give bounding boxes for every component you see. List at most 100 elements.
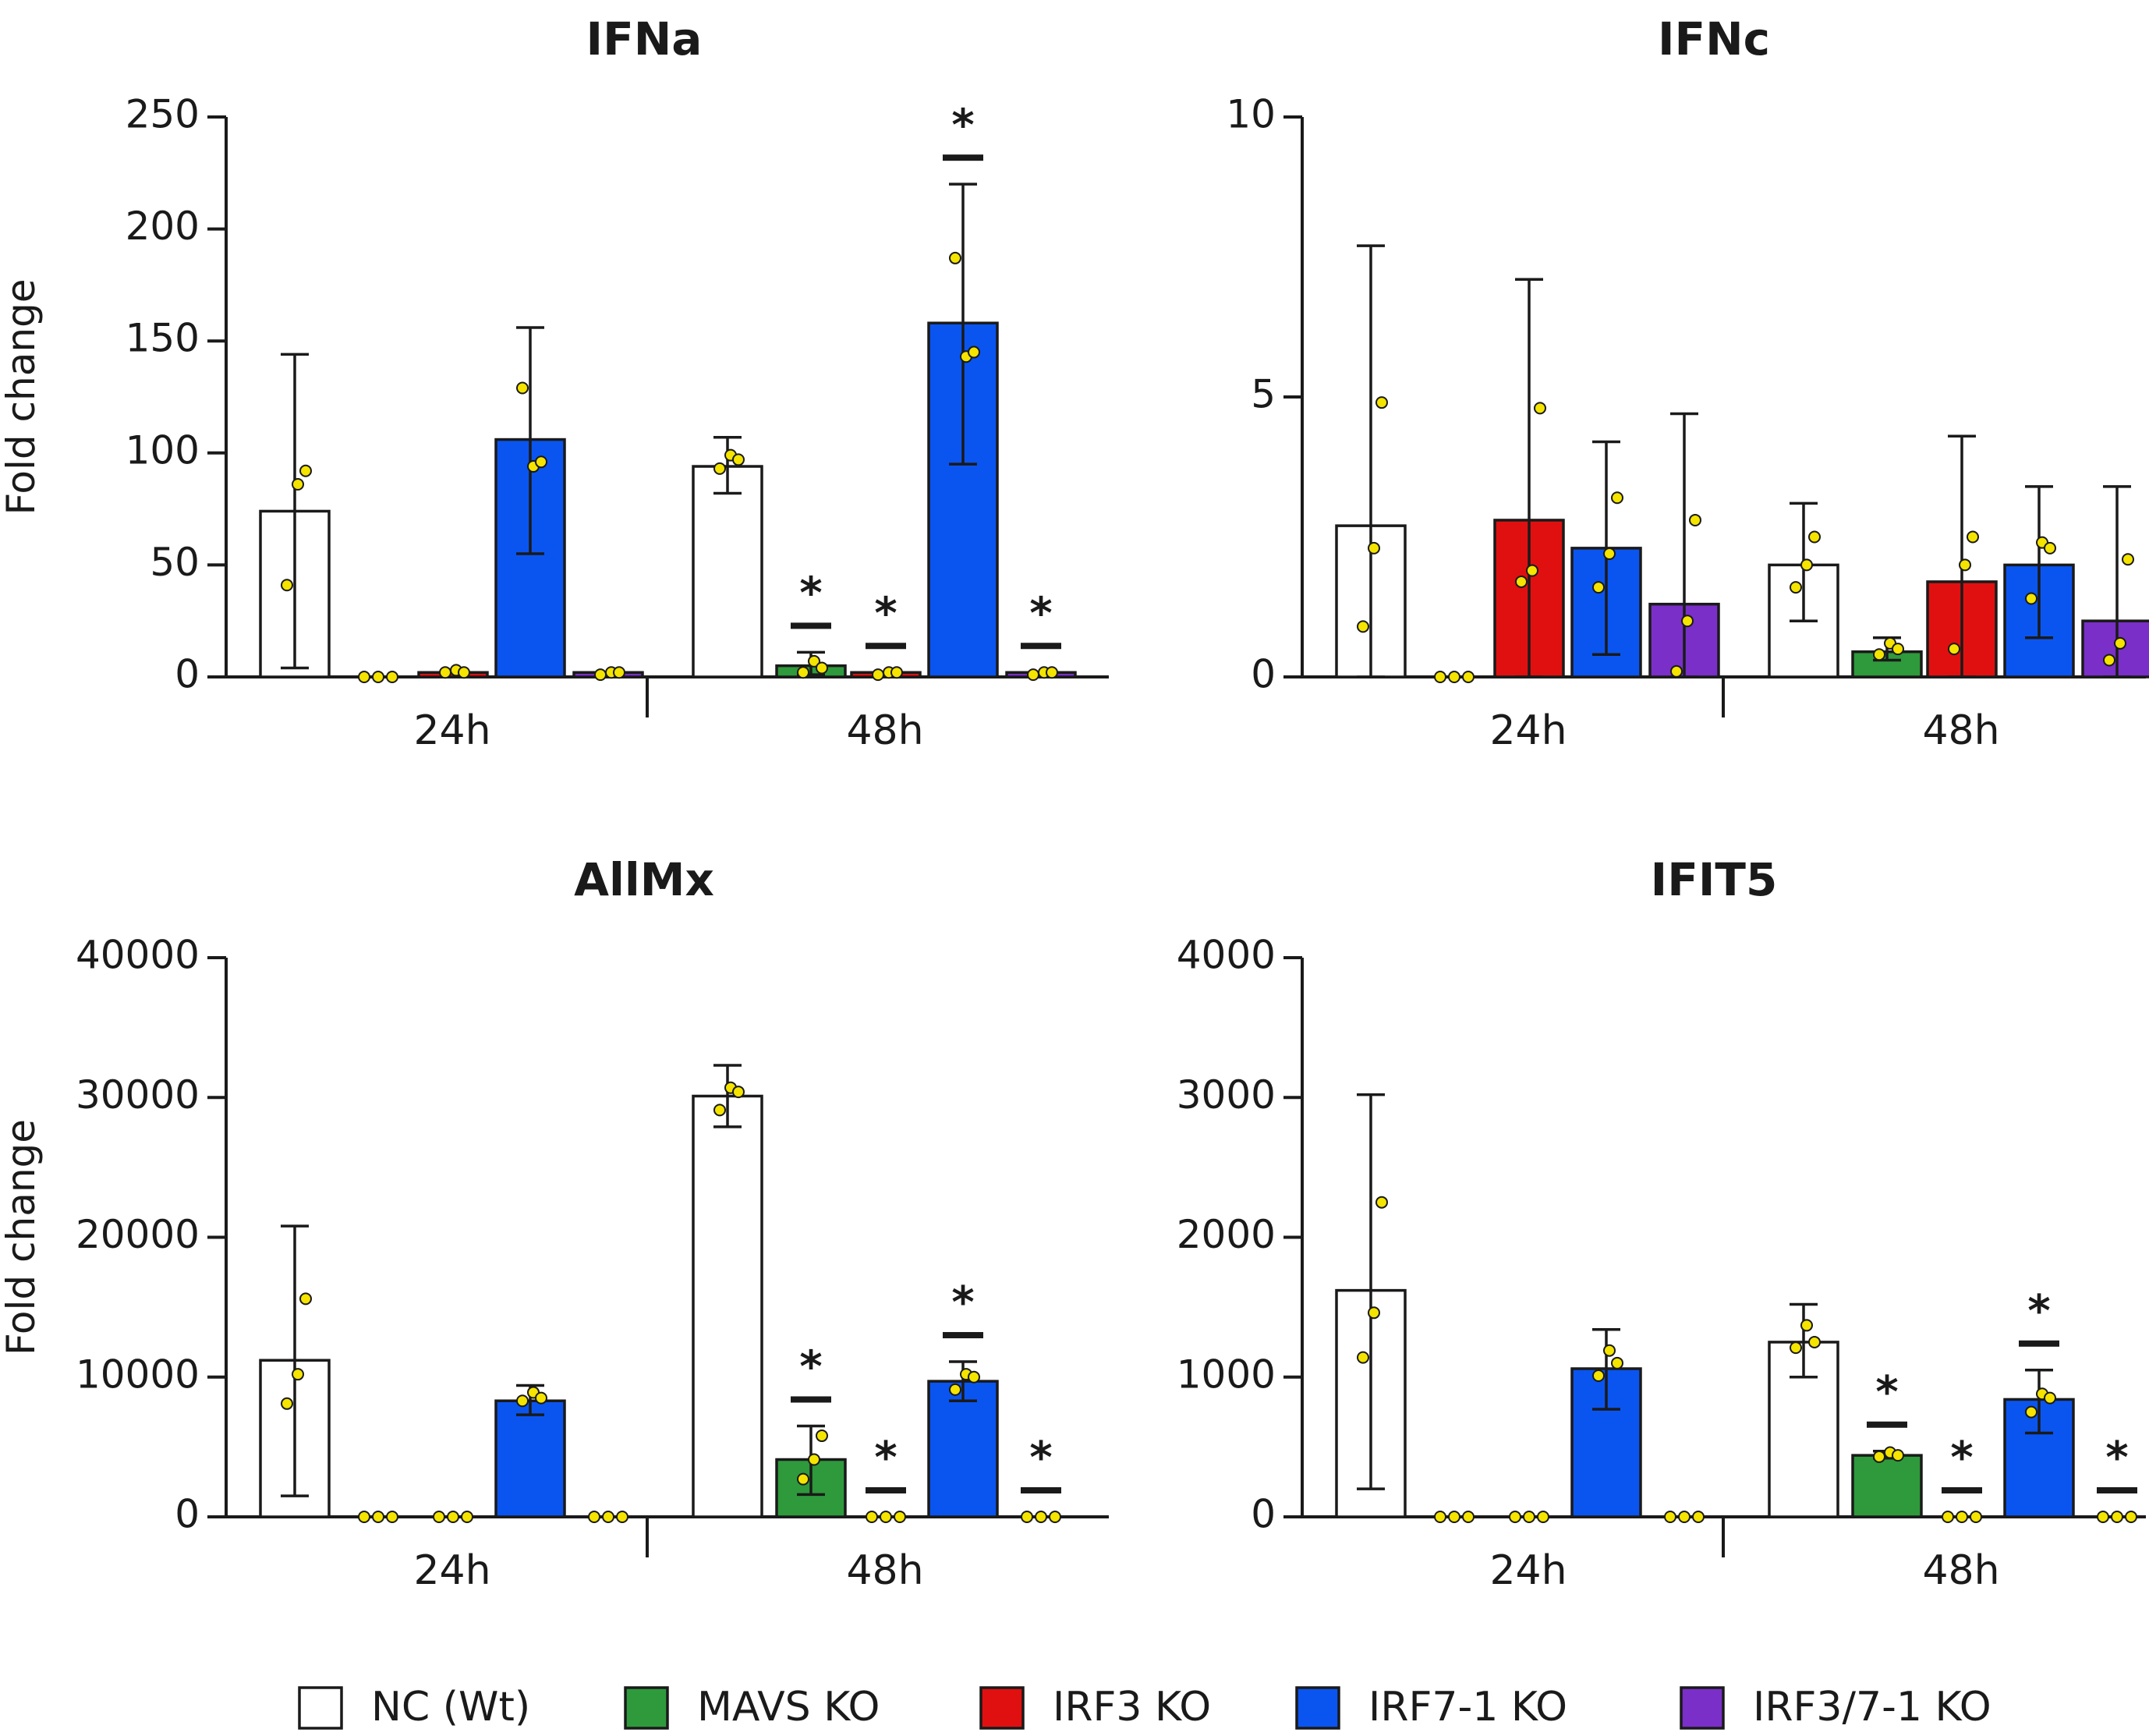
significance-dash xyxy=(1942,1487,1982,1493)
bar-irf7-1-ko xyxy=(927,1380,999,1518)
x-category-label-24h: 24h xyxy=(413,1547,490,1594)
data-point xyxy=(386,1511,398,1523)
data-point xyxy=(2044,1391,2056,1405)
data-point xyxy=(588,1511,600,1523)
y-tick-label: 0 xyxy=(1251,1492,1276,1537)
legend-item-irf7-1-ko: IRF7-1 KO xyxy=(1295,1684,1567,1731)
significance-dash xyxy=(791,1396,831,1403)
data-point xyxy=(713,1104,726,1117)
data-point xyxy=(968,345,980,359)
bar-group-irf3-7-1-ko-24h xyxy=(588,1511,628,1523)
bar-group-nc-wt-24h xyxy=(259,353,331,678)
legend: NC (Wt) MAVS KO IRF3 KO IRF7-1 KO IRF3/7-1 K… xyxy=(298,1684,1991,1731)
data-point xyxy=(1021,1511,1033,1523)
data-point xyxy=(1892,1449,1904,1462)
data-point xyxy=(1689,513,1701,526)
significance-star: * xyxy=(1950,1433,1973,1483)
data-point xyxy=(2114,636,2126,650)
data-point xyxy=(1808,1335,1821,1348)
data-point xyxy=(1664,1511,1676,1523)
bar-nc-wt xyxy=(692,1094,763,1518)
y-tick-label: 0 xyxy=(175,652,200,697)
significance-dash xyxy=(2019,1340,2059,1347)
data-point xyxy=(292,478,304,491)
legend-item-mavs-ko: MAVS KO xyxy=(624,1684,880,1731)
data-point xyxy=(1892,643,1904,656)
data-point xyxy=(516,381,529,395)
data-point xyxy=(372,671,384,683)
bar-nc-wt xyxy=(692,465,763,678)
legend-swatch xyxy=(1295,1686,1340,1730)
data-point xyxy=(439,666,451,679)
data-point xyxy=(1368,1306,1380,1320)
bar-group-mavs-ko-24h xyxy=(1434,1511,1475,1523)
bar-group-mavs-ko-48h xyxy=(1851,636,1923,678)
legend-label: IRF3/7-1 KO xyxy=(1753,1684,1991,1731)
data-point xyxy=(281,1397,293,1410)
data-point xyxy=(1534,402,1546,415)
legend-item-nc-wt: NC (Wt) xyxy=(298,1684,530,1731)
data-point xyxy=(1681,615,1694,628)
y-tick-label: 20000 xyxy=(76,1212,200,1257)
data-point xyxy=(358,1511,370,1523)
data-point xyxy=(866,1511,878,1523)
legend-item-irf3-7-1-ko: IRF3/7-1 KO xyxy=(1680,1684,1991,1731)
data-point xyxy=(1959,558,1971,572)
significance-dash xyxy=(943,1332,983,1339)
bar-group-mavs-ko-48h: * xyxy=(1851,1367,1923,1518)
data-point xyxy=(968,1370,980,1383)
y-tick-label: 1000 xyxy=(1177,1352,1276,1397)
data-point xyxy=(1967,530,1979,544)
significance-star: * xyxy=(2105,1433,2128,1483)
x-category-label-24h: 24h xyxy=(1489,1547,1567,1594)
legend-swatch xyxy=(979,1686,1025,1730)
data-point xyxy=(1800,1319,1813,1332)
bar-irf7-1-ko xyxy=(494,1399,566,1518)
significance-dash xyxy=(1867,1421,1907,1428)
bar-group-irf3-ko-24h xyxy=(417,664,489,679)
data-point xyxy=(535,1391,547,1405)
data-point xyxy=(1790,581,1802,594)
bar-group-irf3-ko-48h: * xyxy=(850,588,922,682)
data-point xyxy=(1523,1511,1535,1523)
bar-group-mavs-ko-48h: * xyxy=(775,1342,847,1518)
bar-group-irf7-1-ko-24h xyxy=(1570,440,1642,678)
data-point xyxy=(713,462,726,475)
legend-swatch xyxy=(624,1686,669,1730)
data-point xyxy=(447,1511,459,1523)
data-point xyxy=(1956,1511,1968,1523)
data-point xyxy=(1035,1511,1047,1523)
data-point xyxy=(1434,671,1446,683)
bar-group-nc-wt-24h xyxy=(1335,1093,1407,1518)
y-tick-label: 10 xyxy=(1226,92,1276,137)
data-point xyxy=(516,1394,529,1408)
data-point xyxy=(1357,620,1369,633)
bar-group-nc-wt-24h xyxy=(1335,244,1407,678)
data-point xyxy=(1509,1511,1521,1523)
significance-dash xyxy=(866,1487,906,1493)
bar-group-irf7-1-ko-24h xyxy=(494,1383,566,1518)
x-category-label-48h: 48h xyxy=(1922,707,1999,754)
data-point xyxy=(808,654,820,668)
y-tick-label: 30000 xyxy=(76,1072,200,1118)
data-point xyxy=(2025,592,2037,605)
panel-ifit5: IFIT5 0 1000 2000 3000 4000 24h 48h * * * * xyxy=(1177,853,2146,1594)
significance-star: * xyxy=(2027,1286,2050,1337)
bar-group-nc-wt-24h xyxy=(259,1224,331,1518)
y-axis-label: Fold change xyxy=(0,1119,44,1355)
data-point xyxy=(1942,1511,1954,1523)
data-point xyxy=(458,666,470,679)
bar-group-irf7-1-ko-48h: * xyxy=(927,100,999,678)
bar-group-irf3-7-1-ko-24h xyxy=(1664,1511,1705,1523)
y-tick-label: 150 xyxy=(126,316,200,361)
legend-label: IRF7-1 KO xyxy=(1368,1684,1567,1731)
data-point xyxy=(2103,654,2115,667)
bar-group-mavs-ko-24h xyxy=(358,671,398,683)
data-point xyxy=(299,1292,312,1306)
significance-dash xyxy=(866,643,906,650)
data-point xyxy=(1357,1351,1369,1364)
data-point xyxy=(1592,1369,1605,1382)
data-point xyxy=(2097,1511,2109,1523)
data-point xyxy=(797,1472,809,1486)
